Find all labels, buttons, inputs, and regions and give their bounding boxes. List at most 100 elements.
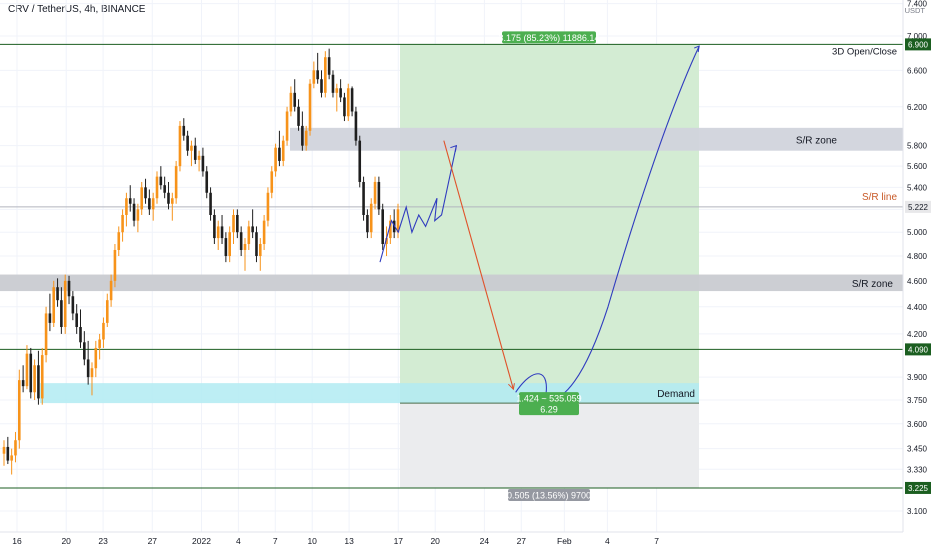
candle-body <box>86 359 90 378</box>
candle-body <box>159 176 163 186</box>
candle-body <box>98 339 101 348</box>
y-tick-label: 6.600 <box>907 66 928 75</box>
candle-body <box>2 446 6 454</box>
projection-red-down <box>443 140 514 390</box>
candle-body <box>6 446 10 461</box>
candle-body <box>369 203 373 233</box>
y-tick-label: 3.330 <box>907 465 928 474</box>
label-entry-ratio-bg <box>519 403 579 416</box>
candle-body <box>381 209 384 245</box>
label-entry: 1.424 ~ 535.059 <box>516 394 581 404</box>
candle-body <box>117 232 121 250</box>
candle-body <box>48 313 52 323</box>
candle-body <box>132 203 136 221</box>
candle-body <box>174 166 178 199</box>
candle-body <box>83 342 86 360</box>
candle-body <box>163 185 166 193</box>
chart-title: CRV / TetherUS, 4h, BINANCE <box>8 4 146 15</box>
candle-body <box>21 380 25 387</box>
candle-body <box>90 368 94 378</box>
candle-body <box>37 365 40 399</box>
candle-body <box>56 287 59 301</box>
projection-blue-up <box>379 145 457 263</box>
candle-body <box>60 300 63 327</box>
candle-body <box>262 220 266 245</box>
zone-s-r-zone <box>0 274 903 292</box>
time-axis-bg <box>0 532 932 550</box>
candle-body <box>205 171 209 193</box>
candle-body <box>362 181 365 215</box>
candle-body <box>14 440 17 456</box>
candle-body <box>285 111 289 141</box>
candle-body <box>281 140 285 161</box>
label-stop-bg <box>508 488 590 501</box>
candle-body <box>186 135 189 151</box>
candle-body <box>343 97 346 117</box>
x-tick-label: 23 <box>98 536 108 546</box>
y-tick-label: 7.400 <box>907 0 928 9</box>
candle-body <box>350 88 354 112</box>
y-tick-label: 3.600 <box>907 420 928 429</box>
y-tick-label: 6.200 <box>907 103 928 112</box>
candle-body <box>389 220 392 239</box>
candle-body <box>270 171 274 193</box>
candle-body <box>40 355 44 399</box>
label-stop: 0.505 (13.56%) 9700 <box>507 490 591 500</box>
candle-body <box>354 111 358 141</box>
candle-body <box>25 353 29 387</box>
candle-body <box>331 74 335 93</box>
candle-body <box>320 79 323 93</box>
candle-body <box>67 280 71 297</box>
x-tick-label: 2022 <box>192 536 211 546</box>
candle-body <box>335 88 339 93</box>
x-tick-label: 7 <box>273 536 278 546</box>
arrow-head <box>508 383 515 391</box>
axis-unit: USDT <box>905 6 926 15</box>
candle-body <box>228 232 231 257</box>
candle-body <box>155 176 159 199</box>
zone-s-r-zone <box>290 127 903 151</box>
candle-body <box>167 192 170 204</box>
candle-body <box>94 347 98 369</box>
candle-body <box>140 187 144 210</box>
candle-body <box>243 244 247 250</box>
candle-body <box>10 455 13 461</box>
arrow-head <box>694 45 700 53</box>
candle-body <box>255 232 258 257</box>
candle-body <box>113 249 117 281</box>
candle-body <box>216 226 220 239</box>
candle-body <box>109 280 113 301</box>
y-tick-label: 5.000 <box>907 228 928 237</box>
y-tick-label: 7.000 <box>907 32 928 41</box>
candle-body <box>301 125 304 146</box>
price-axis-bg <box>903 0 932 550</box>
candle-body <box>385 238 388 245</box>
candle-body <box>266 192 270 221</box>
arrow-head <box>450 144 458 152</box>
x-tick-label: 24 <box>480 536 490 546</box>
candle-body <box>304 130 308 146</box>
y-tick-label: 4.600 <box>907 277 928 286</box>
x-tick-label: 20 <box>430 536 440 546</box>
candle-body <box>171 198 174 204</box>
candle-body <box>178 125 182 167</box>
candle-body <box>220 226 224 239</box>
price-label-bg <box>905 481 931 494</box>
x-tick-label: 4 <box>605 536 610 546</box>
candle-body <box>308 83 312 131</box>
candle-body <box>239 232 243 250</box>
candle-body <box>232 214 235 233</box>
price-label-bg <box>905 200 931 213</box>
candle-body <box>209 192 212 215</box>
candle-body <box>71 296 75 314</box>
y-tick-label: 3.100 <box>907 507 928 516</box>
label-open-close: 3D Open/Close <box>832 46 897 57</box>
label-target-bg <box>502 31 596 44</box>
candle-body <box>33 365 36 393</box>
candle-body <box>258 244 262 257</box>
x-tick-label: 27 <box>517 536 527 546</box>
candle-body <box>29 353 33 393</box>
label-sr-zone: S/R zone <box>852 279 894 290</box>
candle-body <box>144 187 147 199</box>
